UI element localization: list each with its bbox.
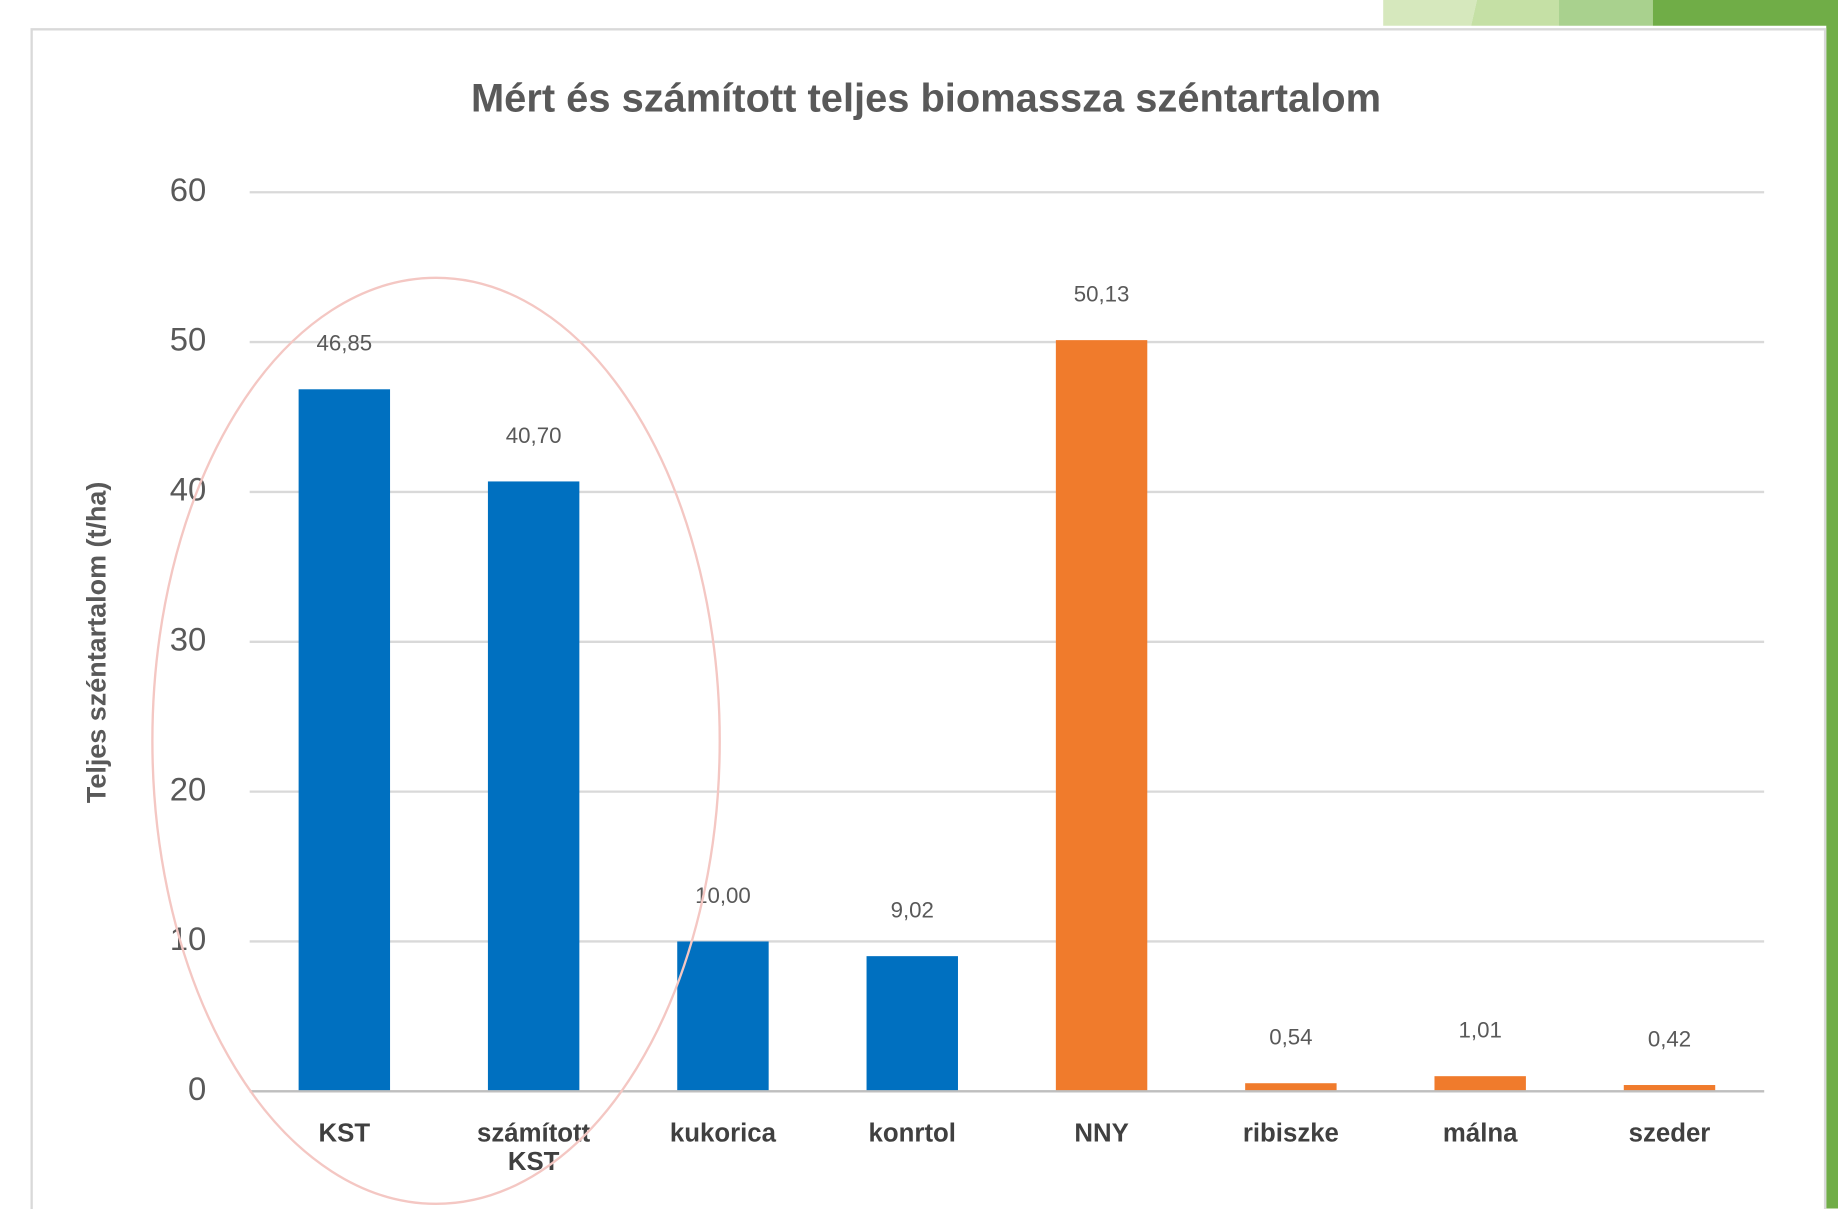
bar bbox=[298, 389, 391, 1092]
x-tick-label-box: konrtol bbox=[868, 1119, 956, 1148]
y-tick-label: 0 bbox=[188, 1070, 206, 1107]
y-tick-label: 40 bbox=[170, 471, 207, 508]
value-label: 40,70 bbox=[506, 423, 562, 448]
annotation-ellipse bbox=[151, 276, 721, 1206]
x-tick-label-box: szeder bbox=[1628, 1119, 1711, 1148]
x-tick-label: szeder bbox=[1628, 1119, 1711, 1148]
x-tick-label: málna bbox=[1442, 1119, 1518, 1148]
bar bbox=[1434, 1076, 1526, 1092]
decoration bbox=[1559, 0, 1653, 26]
x-tick-label-box: kukorica bbox=[669, 1119, 776, 1148]
x-tick-label-box: málna bbox=[1442, 1119, 1518, 1148]
x-tick-label: számított KST bbox=[477, 1119, 591, 1176]
value-label: 0,54 bbox=[1269, 1025, 1312, 1050]
x-tick-label: KST bbox=[318, 1119, 371, 1148]
y-tick-label: 50 bbox=[170, 321, 207, 358]
y-axis-label: Teljes széntartalom (t/ha) bbox=[82, 482, 112, 804]
bar bbox=[487, 481, 580, 1092]
value-label: 9,02 bbox=[891, 897, 934, 922]
x-tick-label-box: ribiszke bbox=[1242, 1119, 1339, 1148]
bar bbox=[1245, 1083, 1337, 1092]
decoration bbox=[1383, 0, 1477, 26]
chart-title: Mért és számított teljes biomassza szént… bbox=[471, 76, 1381, 120]
x-tick-label: kukorica bbox=[669, 1119, 776, 1148]
bar bbox=[1623, 1085, 1716, 1092]
value-label: 0,42 bbox=[1648, 1026, 1691, 1051]
y-tick-label: 30 bbox=[170, 620, 207, 657]
value-label: 50,13 bbox=[1074, 281, 1130, 306]
x-tick-label: NNY bbox=[1074, 1119, 1129, 1148]
decoration bbox=[1471, 0, 1560, 26]
y-tick-label: 20 bbox=[170, 770, 207, 807]
x-tick-label-box: NNY bbox=[1074, 1119, 1129, 1148]
x-tick-label: ribiszke bbox=[1242, 1119, 1339, 1148]
bar bbox=[1055, 340, 1148, 1092]
bar bbox=[677, 941, 769, 1092]
x-tick-label-box: KST bbox=[318, 1119, 371, 1148]
x-tick-label: konrtol bbox=[868, 1119, 956, 1148]
value-label: 1,01 bbox=[1459, 1018, 1502, 1043]
y-tick-label: 60 bbox=[170, 171, 207, 208]
x-tick-label-box: számított KST bbox=[477, 1119, 591, 1176]
bar bbox=[866, 956, 958, 1092]
value-label: 46,85 bbox=[316, 331, 372, 356]
